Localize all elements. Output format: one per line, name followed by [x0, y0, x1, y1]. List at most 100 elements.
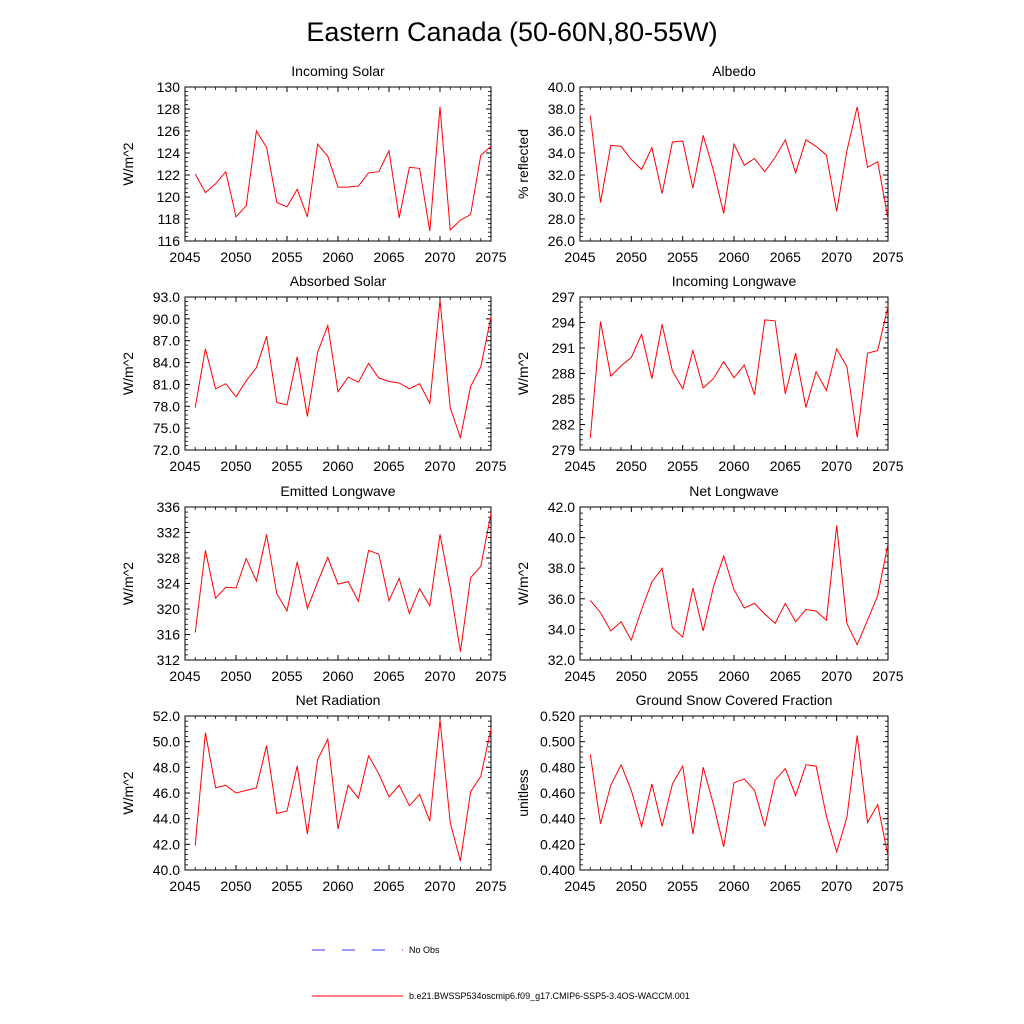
y-tick-label: 124 [157, 145, 181, 161]
y-tick-label: 81.0 [153, 376, 180, 392]
panel-title: Ground Snow Covered Fraction [636, 692, 833, 708]
x-tick-label: 2060 [718, 878, 749, 894]
x-tick-label: 2060 [322, 668, 353, 684]
x-tick-label: 2065 [770, 668, 801, 684]
y-tick-label: 297 [552, 289, 576, 305]
panel-1: Incoming Solar W/m^2 2045 2050 2055 2060 2065 2… [120, 63, 507, 265]
x-tick-label: 2050 [616, 668, 647, 684]
x-tick-label: 2050 [616, 249, 647, 265]
panel-title: Emitted Longwave [280, 483, 395, 499]
y-tick-label: 28.0 [548, 211, 575, 227]
x-tick-label: 2045 [169, 668, 200, 684]
x-tick-label: 2045 [169, 878, 200, 894]
y-tick-label: 36.0 [548, 123, 575, 139]
x-tick-label: 2050 [220, 878, 251, 894]
y-axis-label: W/m^2 [120, 352, 136, 395]
y-tick-label: 38.0 [548, 101, 575, 117]
x-tick-label: 2050 [220, 249, 251, 265]
y-axis-label: W/m^2 [120, 142, 136, 185]
y-tick-label: 332 [157, 525, 181, 541]
series-line [194, 513, 492, 652]
y-tick-label: 40.0 [548, 530, 575, 546]
x-tick-label: 2050 [220, 668, 251, 684]
x-tick-label: 2070 [424, 458, 455, 474]
y-tick-label: 84.0 [153, 355, 180, 371]
y-tick-label: 46.0 [153, 785, 180, 801]
x-tick-label: 2075 [475, 878, 506, 894]
y-tick-label: 0.400 [540, 862, 575, 878]
chart-panels: Incoming Solar W/m^2 2045 2050 2055 2060 2065 2… [120, 63, 904, 894]
panel-6: Net Longwave W/m^2 2045 2050 2055 2060 2065 207… [515, 483, 904, 684]
x-tick-label: 2065 [770, 878, 801, 894]
y-tick-label: 285 [552, 391, 576, 407]
y-tick-label: 30.0 [548, 189, 575, 205]
x-tick-label: 2070 [821, 668, 852, 684]
x-tick-label: 2055 [667, 249, 698, 265]
series-line [194, 719, 492, 862]
y-tick-label: 87.0 [153, 333, 180, 349]
y-tick-label: 0.420 [540, 836, 575, 852]
x-tick-label: 2065 [373, 668, 404, 684]
y-tick-label: 336 [157, 499, 181, 515]
x-tick-label: 2055 [271, 878, 302, 894]
x-tick-label: 2065 [770, 249, 801, 265]
panel-7: Net Radiation W/m^2 2045 2050 2055 2060 2065 20… [120, 692, 507, 894]
y-tick-label: 320 [157, 601, 181, 617]
x-tick-label: 2055 [271, 458, 302, 474]
y-tick-label: 128 [157, 101, 181, 117]
x-tick-label: 2055 [667, 668, 698, 684]
y-tick-label: 291 [552, 340, 576, 356]
x-tick-label: 2065 [770, 458, 801, 474]
y-tick-label: 44.0 [153, 811, 180, 827]
x-tick-label: 2055 [667, 458, 698, 474]
series-line [194, 106, 492, 232]
y-tick-label: 26.0 [548, 233, 575, 249]
y-tick-label: 36.0 [548, 591, 575, 607]
y-tick-label: 34.0 [548, 145, 575, 161]
panel-title: Incoming Solar [291, 63, 385, 79]
series-line [194, 299, 492, 440]
x-tick-label: 2055 [271, 249, 302, 265]
y-tick-label: 38.0 [548, 560, 575, 576]
y-tick-label: 0.500 [540, 734, 575, 750]
y-tick-label: 0.460 [540, 785, 575, 801]
page-title: Eastern Canada (50-60N,80-55W) [306, 17, 717, 47]
x-tick-label: 2075 [475, 458, 506, 474]
x-tick-label: 2065 [373, 249, 404, 265]
legend: No Obs b.e21.BWSSP534oscmip6.f09_g17.CMI… [312, 945, 690, 1001]
plot-frame [579, 296, 889, 451]
x-tick-label: 2075 [475, 249, 506, 265]
x-tick-label: 2070 [821, 249, 852, 265]
x-tick-label: 2045 [564, 249, 595, 265]
y-tick-label: 40.0 [153, 862, 180, 878]
y-tick-label: 120 [157, 189, 181, 205]
y-tick-label: 288 [552, 366, 576, 382]
x-tick-label: 2045 [564, 668, 595, 684]
x-tick-label: 2055 [271, 668, 302, 684]
panel-2: Albedo % reflected 2045 2050 2055 2060 2065 207… [515, 63, 904, 265]
panel-title: Net Radiation [296, 692, 381, 708]
plot-frame [579, 506, 889, 661]
y-axis-label: W/m^2 [120, 562, 136, 605]
series-line [589, 525, 889, 646]
y-tick-label: 0.480 [540, 759, 575, 775]
y-tick-label: 42.0 [153, 836, 180, 852]
y-tick-label: 316 [157, 627, 181, 643]
x-tick-label: 2050 [616, 878, 647, 894]
y-tick-label: 328 [157, 550, 181, 566]
y-tick-label: 32.0 [548, 652, 575, 668]
y-axis-label: % reflected [515, 129, 531, 199]
x-tick-label: 2060 [322, 249, 353, 265]
series-line [589, 735, 889, 856]
plot-frame [579, 715, 889, 871]
y-axis-label: W/m^2 [120, 771, 136, 814]
y-tick-label: 50.0 [153, 734, 180, 750]
y-tick-label: 78.0 [153, 398, 180, 414]
x-tick-label: 2060 [718, 458, 749, 474]
y-tick-label: 122 [157, 167, 181, 183]
x-tick-label: 2070 [821, 458, 852, 474]
y-tick-label: 75.0 [153, 420, 180, 436]
y-tick-label: 130 [157, 79, 181, 95]
x-tick-label: 2045 [169, 249, 200, 265]
x-tick-label: 2060 [322, 878, 353, 894]
